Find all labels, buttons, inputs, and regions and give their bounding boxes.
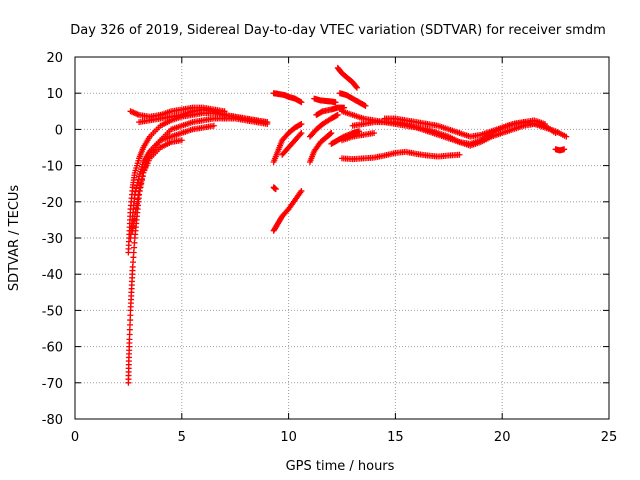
data-point — [541, 120, 548, 127]
data-point — [298, 99, 305, 106]
series-mid-low-2 — [270, 184, 279, 193]
data-point — [136, 184, 143, 191]
data-point — [264, 119, 271, 126]
x-tick-label: 25 — [601, 430, 618, 445]
series-mid-cluster-6 — [328, 128, 363, 147]
y-tick-label: -70 — [42, 377, 63, 392]
y-tick-label: 0 — [55, 123, 63, 138]
x-tick-label: 0 — [71, 430, 79, 445]
y-axis-label: SDTVAR / TECUs — [7, 185, 22, 292]
data-points — [125, 64, 570, 386]
series-mid-top-b — [311, 95, 339, 106]
data-point — [561, 146, 568, 153]
x-tick-label: 5 — [178, 430, 186, 445]
x-tick-label: 10 — [280, 430, 297, 445]
series-mid-cluster-5 — [313, 104, 348, 118]
data-point — [133, 204, 140, 211]
data-point — [132, 209, 139, 216]
y-tick-label: 20 — [46, 51, 63, 66]
data-point — [298, 130, 305, 137]
y-tick-label: -50 — [42, 304, 63, 319]
x-axis-label: GPS time / hours — [286, 459, 395, 474]
axis-ticks: 0 5 10 15 20 25 20 10 0 -10 -20 -30 -40 -50 -60 -70 -80 — [42, 51, 618, 445]
series-top-early-b — [136, 106, 271, 126]
data-point — [456, 151, 463, 158]
data-point — [138, 178, 145, 185]
series-mid-low-1 — [270, 187, 305, 234]
series-low-band — [339, 148, 463, 163]
data-point — [356, 128, 363, 135]
y-tick-label: -30 — [42, 232, 63, 247]
data-point — [137, 181, 144, 188]
data-point — [328, 130, 335, 137]
data-point — [133, 200, 140, 207]
data-point — [297, 131, 304, 138]
y-tick-label: -20 — [42, 196, 63, 211]
series-arc-d — [129, 137, 185, 234]
data-point — [563, 133, 570, 140]
series-mid-top — [270, 90, 305, 106]
data-point — [298, 187, 305, 194]
data-point — [131, 213, 138, 220]
series-late-band-3 — [381, 115, 548, 140]
x-tick-label: 15 — [387, 430, 404, 445]
data-point — [552, 130, 559, 137]
y-tick-label: -40 — [42, 268, 63, 283]
series-mid-spike — [334, 64, 360, 91]
data-point — [134, 196, 141, 203]
data-point — [353, 83, 360, 90]
data-point — [332, 99, 339, 106]
series-arc-b — [125, 110, 271, 256]
series-mid-cluster-7 — [339, 130, 378, 144]
data-point — [353, 84, 360, 91]
y-tick-label: -80 — [42, 413, 63, 428]
x-tick-label: 20 — [494, 430, 511, 445]
series-arc-c — [127, 122, 217, 241]
series-mid-cluster-4 — [306, 111, 341, 140]
chart-title: Day 326 of 2019, Sidereal Day-to-day VTE… — [70, 23, 605, 38]
series-mid-cluster-2 — [279, 130, 305, 158]
data-point — [138, 175, 145, 182]
y-tick-label: -10 — [42, 160, 63, 175]
data-point — [272, 186, 279, 193]
grid-lines — [75, 57, 609, 419]
y-tick-label: -60 — [42, 341, 63, 356]
data-point — [210, 122, 217, 129]
series-mid-cluster-1 — [270, 120, 305, 165]
data-point — [136, 187, 143, 194]
data-point — [362, 102, 369, 109]
series-late-tail — [552, 146, 568, 154]
data-point — [178, 137, 185, 144]
series-mid-spike-b — [336, 90, 369, 109]
data-point — [139, 172, 146, 179]
data-point — [371, 130, 378, 137]
series-late-band-2 — [349, 119, 559, 149]
data-point — [135, 192, 142, 199]
data-point — [298, 120, 305, 127]
series-mid-cluster-3 — [306, 130, 335, 165]
data-point — [334, 111, 341, 118]
y-tick-label: 10 — [46, 87, 63, 102]
